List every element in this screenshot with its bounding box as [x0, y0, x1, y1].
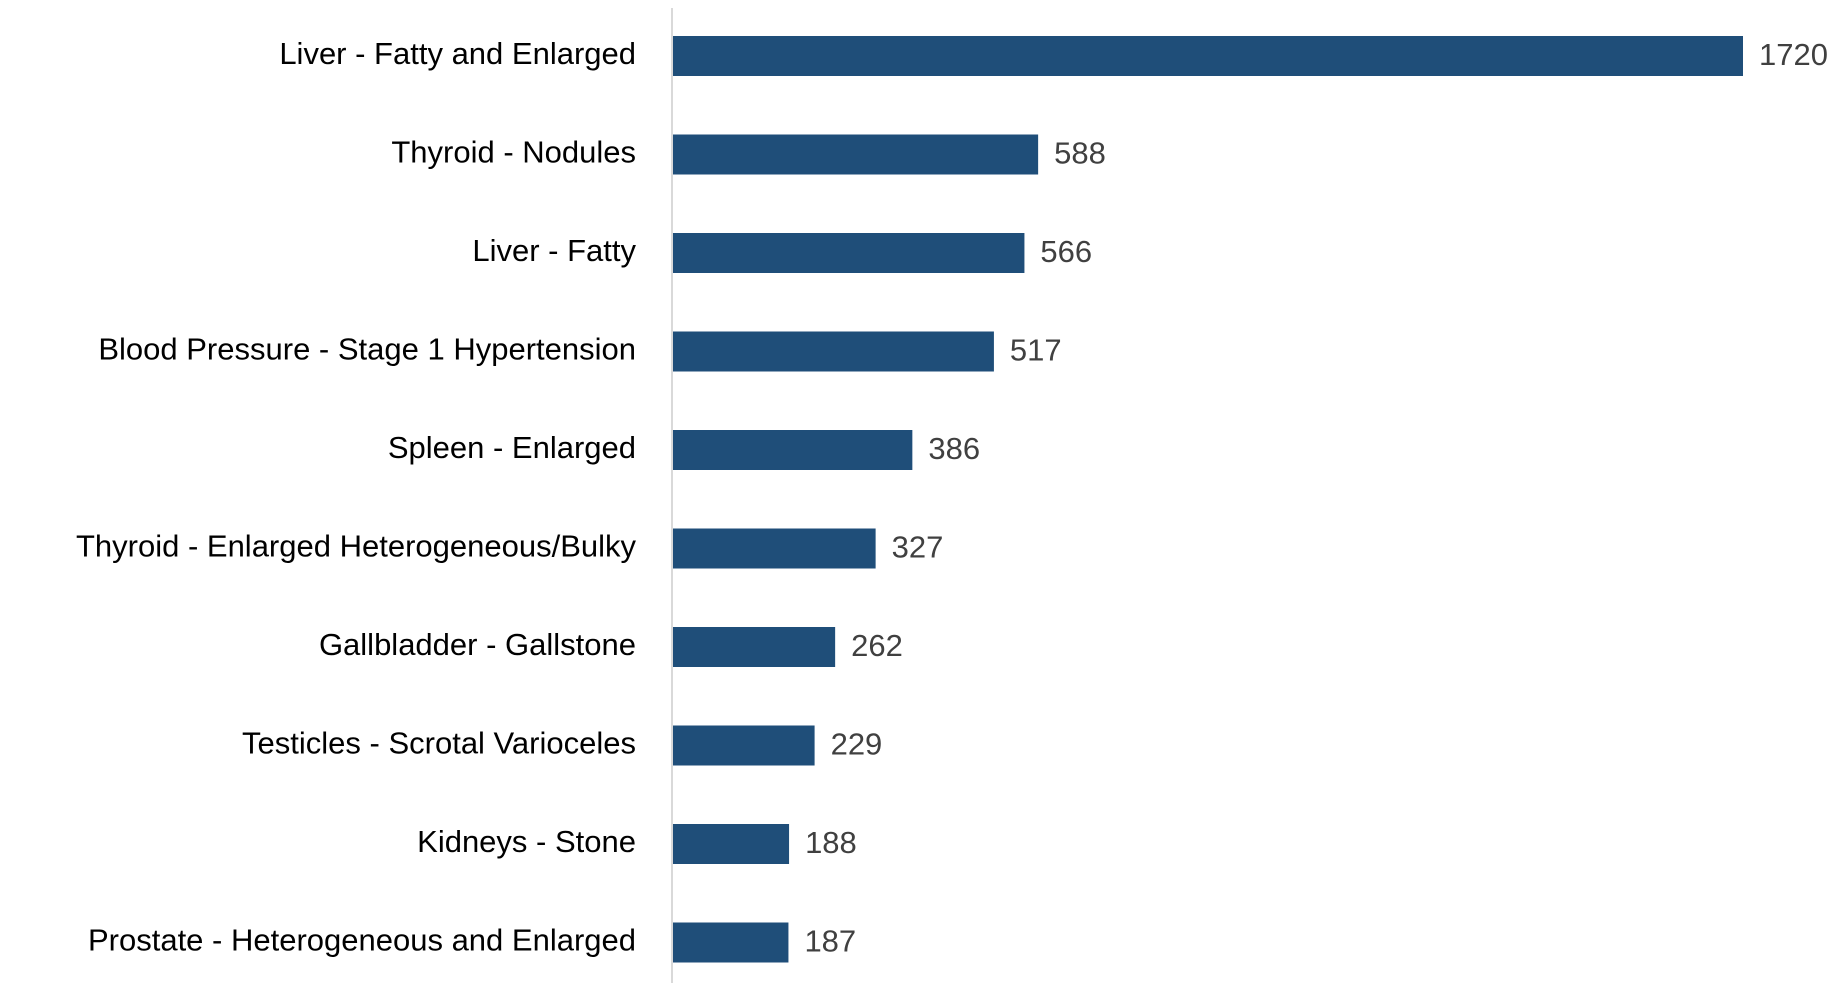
- value-label: 517: [1010, 333, 1062, 368]
- value-label: 188: [805, 825, 857, 860]
- category-label: Spleen - Enlarged: [388, 430, 636, 465]
- bar: [672, 36, 1743, 76]
- category-label: Liver - Fatty and Enlarged: [279, 36, 636, 71]
- value-labels-group: 1720 588 566 517 386 327 262 229 188 187: [804, 37, 1828, 959]
- category-labels-group: Liver - Fatty and Enlarged Thyroid - Nodu…: [76, 36, 637, 958]
- category-label: Thyroid - Nodules: [391, 135, 636, 170]
- bar: [672, 824, 790, 864]
- value-label: 262: [851, 628, 903, 663]
- category-label: Blood Pressure - Stage 1 Hypertension: [98, 332, 636, 367]
- value-label: 566: [1040, 234, 1092, 269]
- category-label: Thyroid - Enlarged Heterogeneous/Bulky: [76, 529, 637, 564]
- value-label: 1720: [1759, 37, 1828, 72]
- value-label: 386: [928, 431, 980, 466]
- bar: [672, 331, 994, 372]
- value-label: 229: [831, 727, 883, 762]
- bar: [672, 725, 815, 766]
- category-label: Testicles - Scrotal Varioceles: [242, 726, 636, 761]
- category-label: Liver - Fatty: [472, 233, 636, 268]
- bar: [672, 528, 876, 569]
- category-label: Prostate - Heterogeneous and Enlarged: [88, 923, 636, 958]
- value-label: 187: [804, 924, 856, 959]
- bar: [672, 627, 836, 667]
- bars-group: [672, 36, 1743, 963]
- category-label: Gallbladder - Gallstone: [319, 627, 636, 662]
- bar: [672, 922, 789, 963]
- bar: [672, 134, 1039, 175]
- category-label: Kidneys - Stone: [417, 824, 636, 859]
- bar: [672, 233, 1025, 273]
- value-label: 327: [892, 530, 944, 565]
- bar: [672, 430, 913, 470]
- value-label: 588: [1054, 136, 1106, 171]
